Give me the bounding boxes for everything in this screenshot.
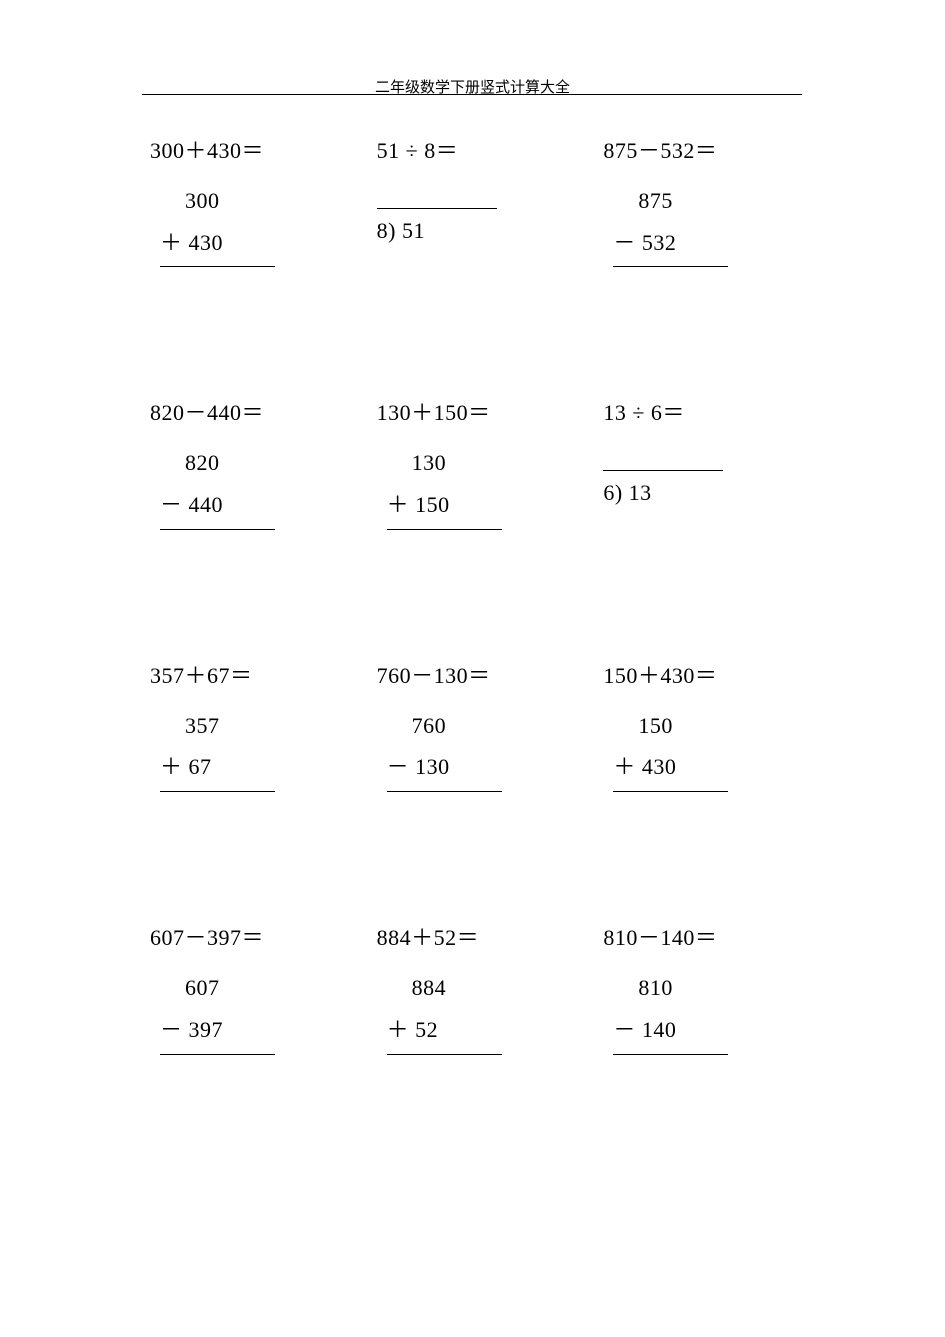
column-calc: 300 ＋ 430	[160, 180, 377, 268]
problem-10: 607－397＝ 607 － 397	[150, 917, 377, 1054]
problem-expression: 820－440＝	[150, 392, 377, 434]
calc-bottom: － 140	[613, 1009, 830, 1051]
calc-top: 150	[613, 705, 830, 747]
problem-expression: 51 ÷ 8＝	[377, 130, 604, 172]
calc-top: 760	[387, 705, 604, 747]
column-calc: 607 － 397	[160, 967, 377, 1055]
calc-bottom: － 397	[160, 1009, 377, 1051]
answer-line	[387, 1054, 502, 1055]
answer-line	[160, 1054, 275, 1055]
problem-1: 300＋430＝ 300 ＋ 430	[150, 130, 377, 267]
column-calc: 357 ＋ 67	[160, 705, 377, 793]
title-underline	[142, 94, 802, 95]
problem-expression: 884＋52＝	[377, 917, 604, 959]
problem-6: 13 ÷ 6＝ 6) 13	[603, 392, 830, 529]
problem-2: 51 ÷ 8＝ 8) 51	[377, 130, 604, 267]
answer-line	[160, 266, 275, 267]
problem-expression: 13 ÷ 6＝	[603, 392, 830, 434]
column-calc: 884 ＋ 52	[387, 967, 604, 1055]
problem-12: 810－140＝ 810 － 140	[603, 917, 830, 1054]
answer-line	[387, 529, 502, 530]
problem-8: 760－130＝ 760 － 130	[377, 655, 604, 792]
calc-top: 875	[613, 180, 830, 222]
calc-top: 607	[160, 967, 377, 1009]
problem-4: 820－440＝ 820 － 440	[150, 392, 377, 529]
problem-expression: 875－532＝	[603, 130, 830, 172]
calc-bottom: ＋ 430	[160, 222, 377, 264]
column-calc: 150 ＋ 430	[613, 705, 830, 793]
column-calc: 760 － 130	[387, 705, 604, 793]
problem-7: 357＋67＝ 357 ＋ 67	[150, 655, 377, 792]
problem-expression: 810－140＝	[603, 917, 830, 959]
problem-5: 130＋150＝ 130 ＋ 150	[377, 392, 604, 529]
answer-line	[613, 1054, 728, 1055]
answer-line	[160, 791, 275, 792]
division-body: 6) 13	[603, 472, 830, 514]
problem-3: 875－532＝ 875 － 532	[603, 130, 830, 267]
problem-expression: 150＋430＝	[603, 655, 830, 697]
calc-bottom: － 130	[387, 746, 604, 788]
column-calc: 875 － 532	[613, 180, 830, 268]
division-body: 8) 51	[377, 210, 604, 252]
answer-line	[613, 266, 728, 267]
answer-line	[387, 791, 502, 792]
calc-top: 130	[387, 442, 604, 484]
calc-top: 820	[160, 442, 377, 484]
answer-line	[160, 529, 275, 530]
problem-expression: 300＋430＝	[150, 130, 377, 172]
problem-expression: 760－130＝	[377, 655, 604, 697]
calc-top: 357	[160, 705, 377, 747]
division-line	[603, 470, 723, 471]
column-calc: 810 － 140	[613, 967, 830, 1055]
calc-bottom: － 532	[613, 222, 830, 264]
column-calc: 820 － 440	[160, 442, 377, 530]
calc-bottom: ＋ 430	[613, 746, 830, 788]
calc-top: 810	[613, 967, 830, 1009]
calc-top: 884	[387, 967, 604, 1009]
problem-11: 884＋52＝ 884 ＋ 52	[377, 917, 604, 1054]
calc-bottom: ＋ 67	[160, 746, 377, 788]
problem-expression: 130＋150＝	[377, 392, 604, 434]
problem-expression: 607－397＝	[150, 917, 377, 959]
calc-top: 300	[160, 180, 377, 222]
problem-expression: 357＋67＝	[150, 655, 377, 697]
division-line	[377, 208, 497, 209]
calc-bottom: ＋ 52	[387, 1009, 604, 1051]
calc-bottom: ＋ 150	[387, 484, 604, 526]
calc-bottom: － 440	[160, 484, 377, 526]
answer-line	[613, 791, 728, 792]
column-calc: 130 ＋ 150	[387, 442, 604, 530]
problems-grid: 300＋430＝ 300 ＋ 430 51 ÷ 8＝ 8) 51 875－532…	[150, 130, 830, 1055]
problem-9: 150＋430＝ 150 ＋ 430	[603, 655, 830, 792]
